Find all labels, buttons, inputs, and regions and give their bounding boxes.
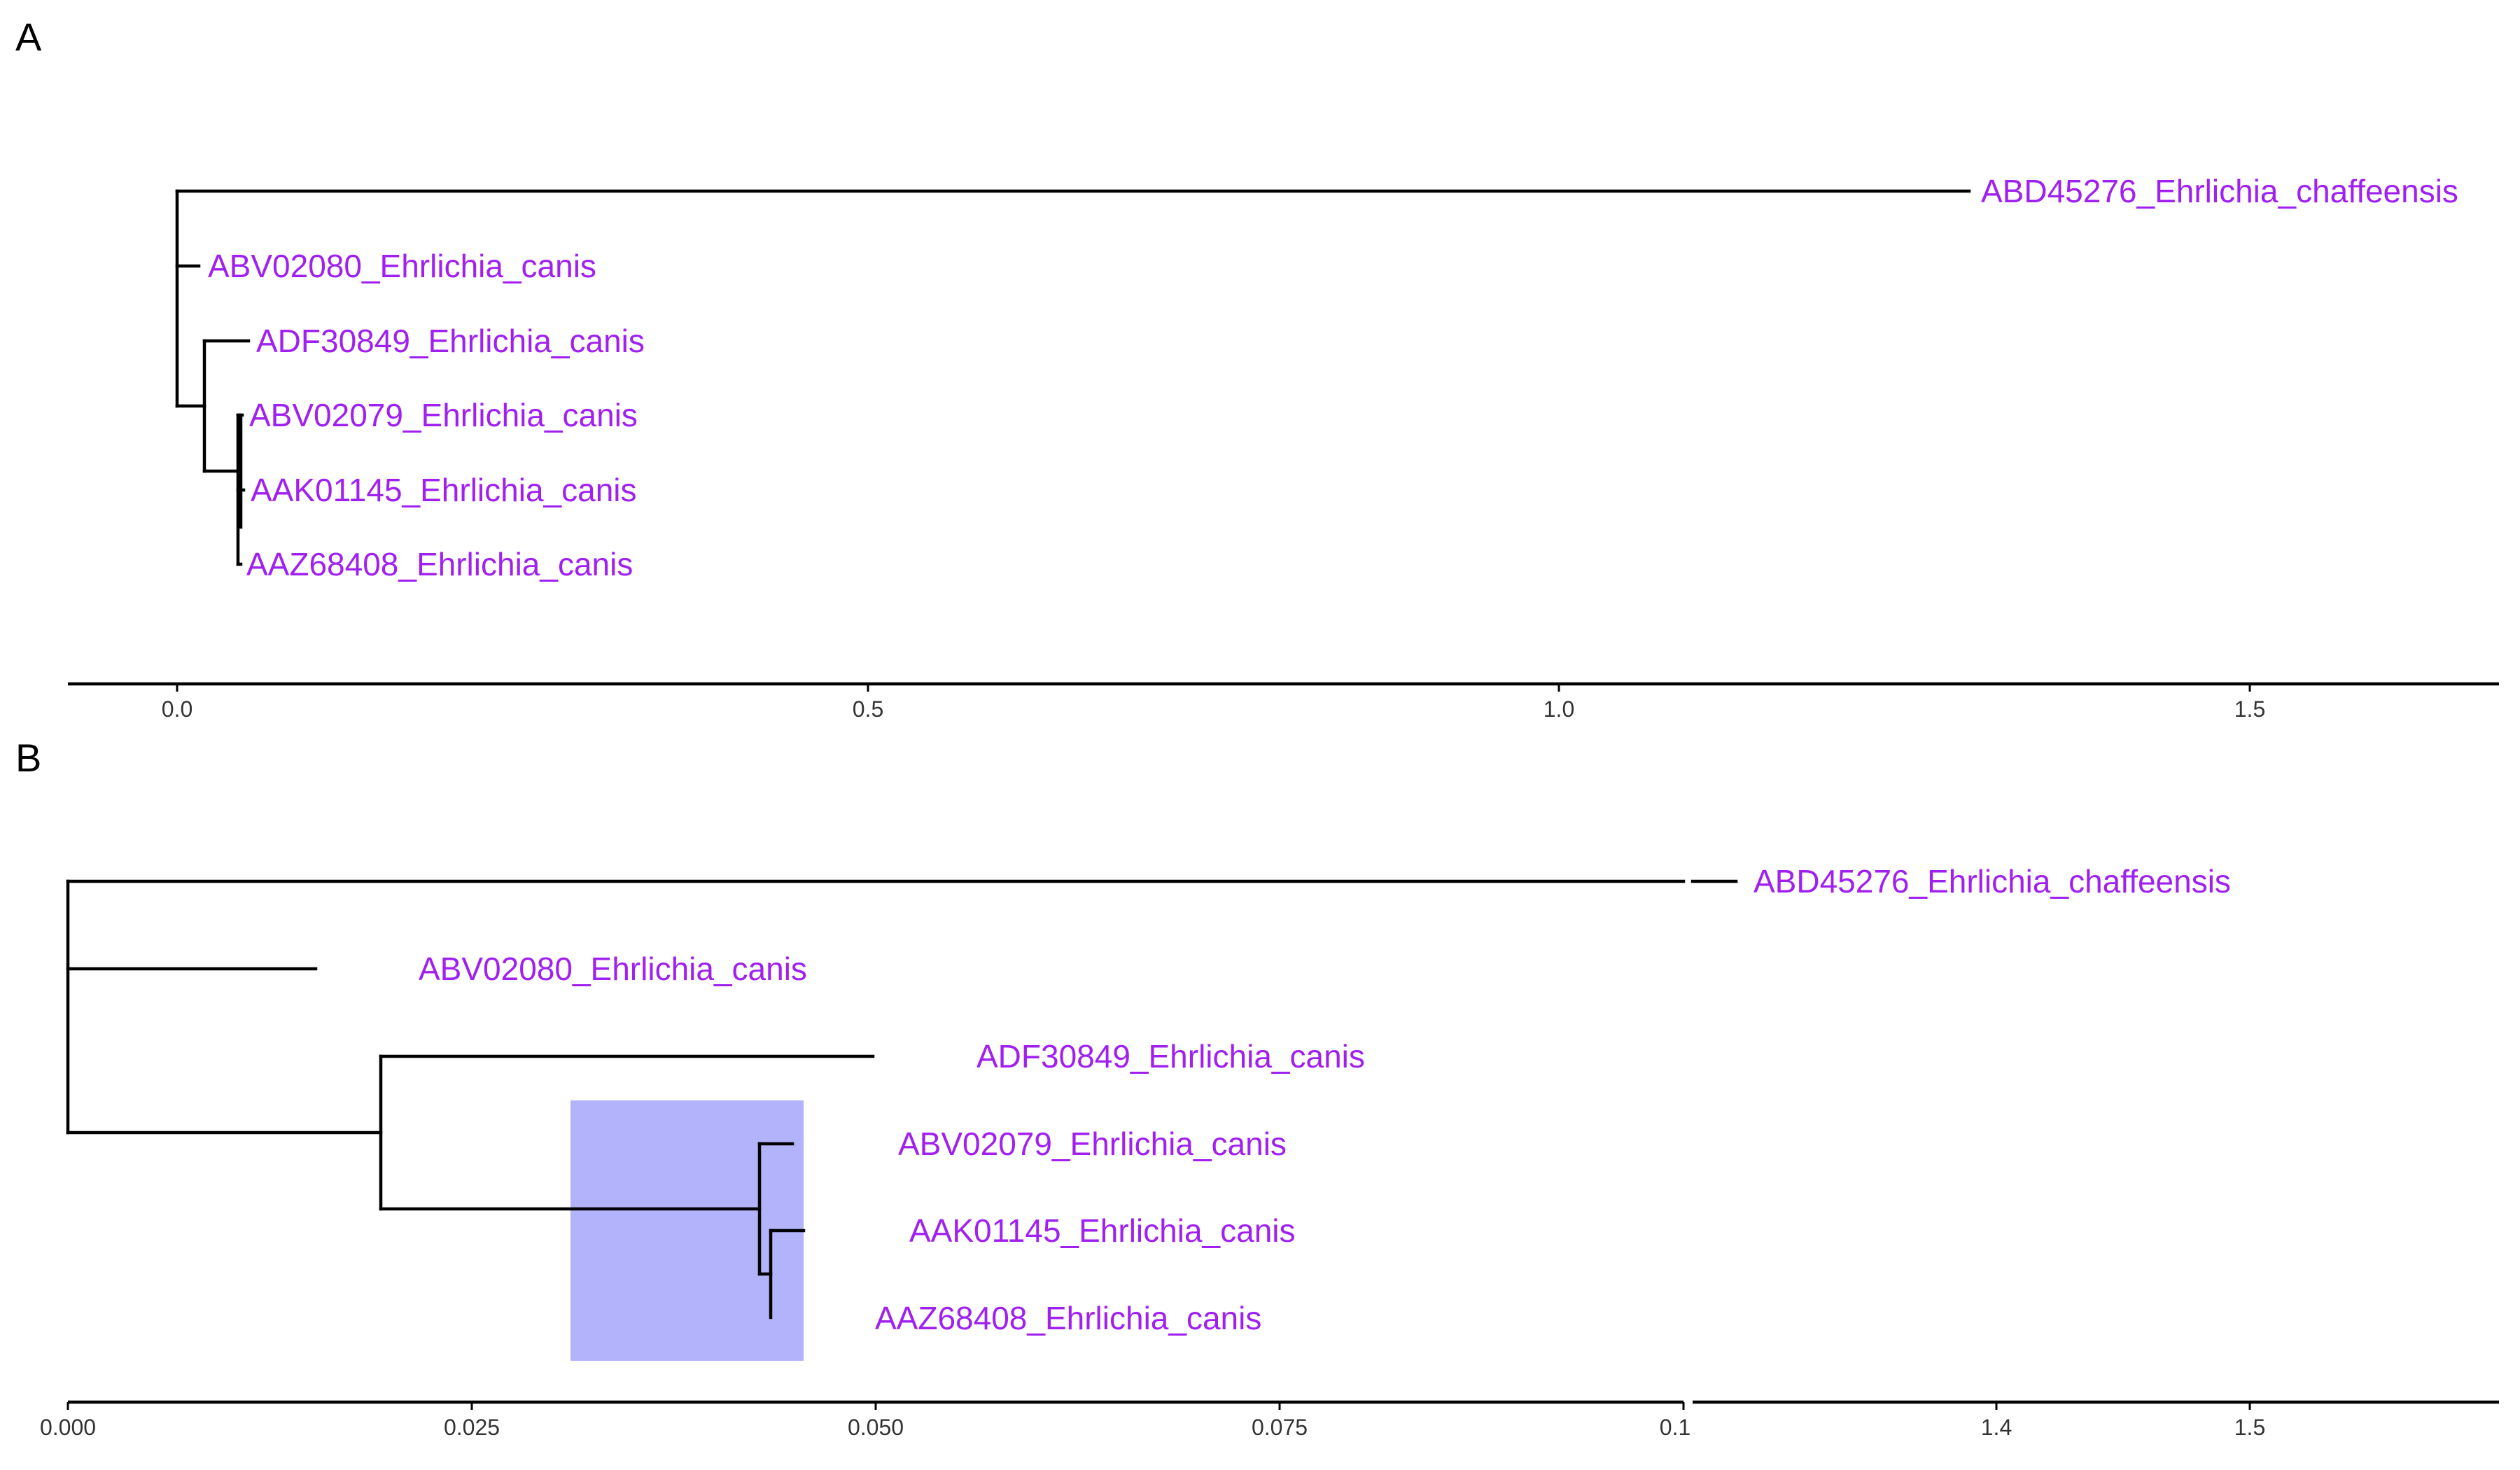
panel-a-tip-aak01145: AAK01145_Ehrlichia_canis [251, 472, 637, 508]
panel-b-tick-label-2: 0.050 [848, 1415, 904, 1440]
panel-a-label: A [15, 15, 42, 59]
panel-b-highlight-clade [570, 1100, 804, 1361]
panel-b-tick-label-4: 0.1 [1660, 1415, 1690, 1440]
panel-b-tick-label-6: 1.5 [2234, 1415, 2265, 1440]
panel-a-x-axis: 0.0 0.5 1.0 1.5 [68, 682, 2499, 722]
panel-a-tick-label-0: 0.0 [162, 696, 192, 722]
panel-b-x-axis: 0.000 0.025 0.050 0.075 0.1 1.4 1.5 [40, 1400, 2499, 1440]
panel-a-tip-adf30849: ADF30849_Ehrlichia_canis [256, 323, 645, 359]
panel-b-tip-abv02080: ABV02080_Ehrlichia_canis [419, 951, 807, 987]
panel-b: B ABD45276_Ehrlichia_chaffeensis ABV0208… [15, 736, 2499, 1440]
panel-b-label: B [15, 736, 41, 780]
panel-b-tick-label-5: 1.4 [1981, 1415, 2012, 1440]
panel-a-tick-label-1: 0.5 [853, 696, 883, 722]
panel-a-tip-abd45276: ABD45276_Ehrlichia_chaffeensis [1981, 173, 2458, 209]
panel-a-tip-labels: ABD45276_Ehrlichia_chaffeensis ABV02080_… [208, 173, 2458, 582]
panel-b-tip-abv02079: ABV02079_Ehrlichia_canis [898, 1126, 1287, 1162]
panel-a-tip-aaz68408: AAZ68408_Ehrlichia_canis [246, 546, 633, 582]
panel-b-tip-abd45276: ABD45276_Ehrlichia_chaffeensis [1754, 863, 2231, 899]
panel-b-tip-labels: ABD45276_Ehrlichia_chaffeensis ABV02080_… [419, 863, 2231, 1336]
panel-b-tick-label-1: 0.025 [444, 1415, 500, 1440]
panel-a-tick-label-3: 1.5 [2234, 696, 2265, 722]
panel-b-tick-label-3: 0.075 [1252, 1415, 1308, 1440]
panel-b-tip-aaz68408: AAZ68408_Ehrlichia_canis [875, 1300, 1261, 1336]
panel-b-tip-adf30849: ADF30849_Ehrlichia_canis [976, 1038, 1365, 1074]
panel-b-tip-aak01145: AAK01145_Ehrlichia_canis [909, 1212, 1296, 1249]
panel-b-tree [66, 879, 1738, 1320]
panel-a-tip-abv02079: ABV02079_Ehrlichia_canis [249, 397, 638, 433]
panel-a: A ABD45276_Ehrlichia_chaffeensis [15, 15, 2499, 722]
panel-b-tick-label-0: 0.000 [40, 1415, 96, 1440]
panel-a-tree [175, 189, 1971, 566]
panel-a-tip-abv02080: ABV02080_Ehrlichia_canis [208, 248, 596, 284]
panel-a-tick-label-2: 1.0 [1544, 696, 1574, 722]
